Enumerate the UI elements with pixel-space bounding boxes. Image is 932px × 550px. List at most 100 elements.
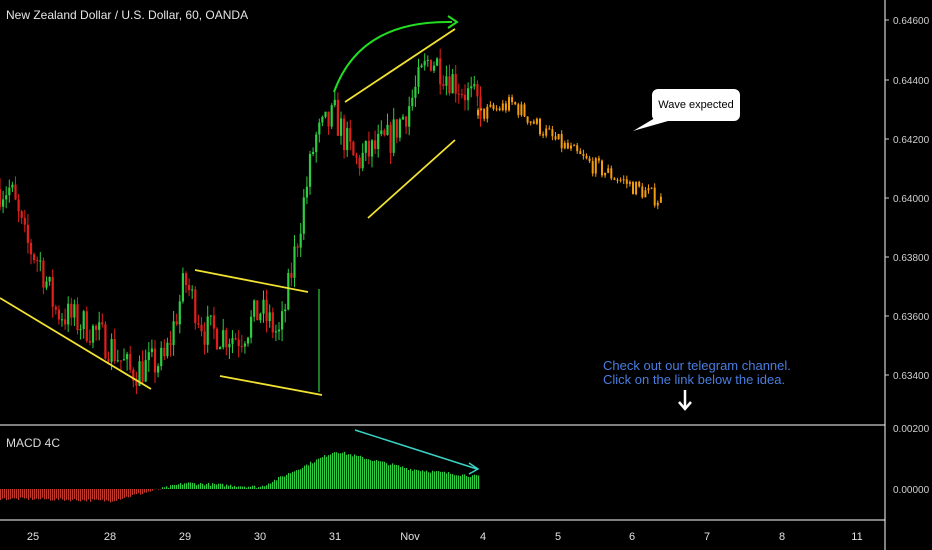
candle-body xyxy=(212,315,215,329)
candle-body xyxy=(457,93,460,95)
macd-bar xyxy=(166,486,168,489)
candle-body xyxy=(380,130,383,134)
macd-bar xyxy=(346,454,348,489)
candle-body xyxy=(157,366,160,373)
candle-body xyxy=(302,197,305,234)
projection-bar xyxy=(597,158,600,161)
candle-body xyxy=(395,119,398,138)
candle-body xyxy=(262,299,265,314)
macd-bar xyxy=(368,459,370,489)
macd-bar xyxy=(224,486,226,489)
macd-bar xyxy=(314,462,316,489)
candle-body xyxy=(88,341,91,343)
macd-bar xyxy=(468,476,470,489)
macd-bar xyxy=(218,483,220,489)
macd-bar xyxy=(216,484,218,489)
projection-bar xyxy=(591,161,594,174)
projection-bar xyxy=(554,136,557,140)
macd-bar xyxy=(114,489,116,502)
projection-bar xyxy=(542,134,545,136)
candle-body xyxy=(432,65,436,71)
macd-bar xyxy=(70,489,72,502)
candle-body xyxy=(126,354,129,360)
candle-body xyxy=(429,60,432,71)
macd-bar xyxy=(410,468,412,489)
macd-bar xyxy=(254,485,256,489)
x-tick-label: 7 xyxy=(704,531,710,543)
candle-body xyxy=(426,60,429,62)
macd-bar xyxy=(118,489,120,500)
macd-bar xyxy=(168,487,170,489)
candle-body xyxy=(51,277,54,307)
candle-body xyxy=(153,348,157,373)
macd-bar xyxy=(294,471,296,489)
candle-body xyxy=(194,289,197,324)
projection-bar xyxy=(532,121,535,124)
macd-bar xyxy=(138,489,140,494)
macd-bar xyxy=(80,489,82,502)
macd-bar xyxy=(292,471,294,489)
macd-bar xyxy=(446,473,448,489)
candle-body xyxy=(79,328,82,331)
macd-bar xyxy=(96,489,98,500)
macd-bar xyxy=(50,489,52,501)
macd-bar xyxy=(2,489,4,499)
candle-body xyxy=(296,246,299,248)
candle-body xyxy=(42,260,45,288)
x-tick-label: Nov xyxy=(400,531,420,543)
y-tick-label: 0.64400 xyxy=(893,76,930,87)
projection-bar xyxy=(535,118,538,124)
projection-bar xyxy=(545,128,548,136)
macd-bar xyxy=(348,454,350,489)
x-tick-label: 8 xyxy=(779,531,785,543)
candle-body xyxy=(57,309,60,320)
macd-bar xyxy=(240,486,242,489)
macd-bar xyxy=(384,461,386,489)
macd-bar xyxy=(324,455,326,489)
macd-bar xyxy=(42,489,44,498)
macd-bar xyxy=(84,489,86,501)
price-pane xyxy=(0,48,662,395)
macd-bar xyxy=(220,483,222,489)
macd-bar xyxy=(298,469,300,489)
projection-bar xyxy=(622,179,625,181)
candle-body xyxy=(2,199,5,207)
candle-body xyxy=(82,311,85,329)
candle-body xyxy=(225,330,228,348)
macd-bar xyxy=(416,469,418,489)
macd-bar xyxy=(302,467,304,489)
projection-bar xyxy=(579,151,582,155)
macd-bar xyxy=(286,474,288,489)
wave-callout: Wave expected xyxy=(652,89,740,121)
projection-bar xyxy=(656,202,659,206)
macd-bar xyxy=(98,489,100,501)
macd-bar xyxy=(210,485,212,489)
projection-bar xyxy=(526,116,529,123)
candle-body xyxy=(479,96,482,119)
macd-bar xyxy=(360,455,362,489)
candle-body xyxy=(246,337,250,344)
candle-body xyxy=(76,304,79,331)
macd-bar xyxy=(432,470,434,489)
macd-bar xyxy=(456,475,458,489)
macd-bar xyxy=(448,471,450,489)
macd-bar xyxy=(190,482,192,489)
candle-body xyxy=(336,99,339,136)
candle-body xyxy=(315,134,318,153)
macd-bar xyxy=(86,489,88,502)
macd-bar xyxy=(92,489,94,500)
candle-body xyxy=(290,272,293,278)
macd-bar xyxy=(420,471,422,489)
projection-bar xyxy=(566,143,569,149)
macd-bar xyxy=(376,460,378,489)
candle-body xyxy=(287,272,290,310)
y-tick-label: 0.63800 xyxy=(893,253,930,264)
macd-bar xyxy=(108,489,110,502)
macd-bar xyxy=(272,481,274,489)
candle-body xyxy=(470,86,473,89)
candle-body xyxy=(150,348,153,353)
projection-bar xyxy=(551,129,554,137)
candle-body xyxy=(318,122,321,135)
x-tick-label: 4 xyxy=(480,531,486,543)
